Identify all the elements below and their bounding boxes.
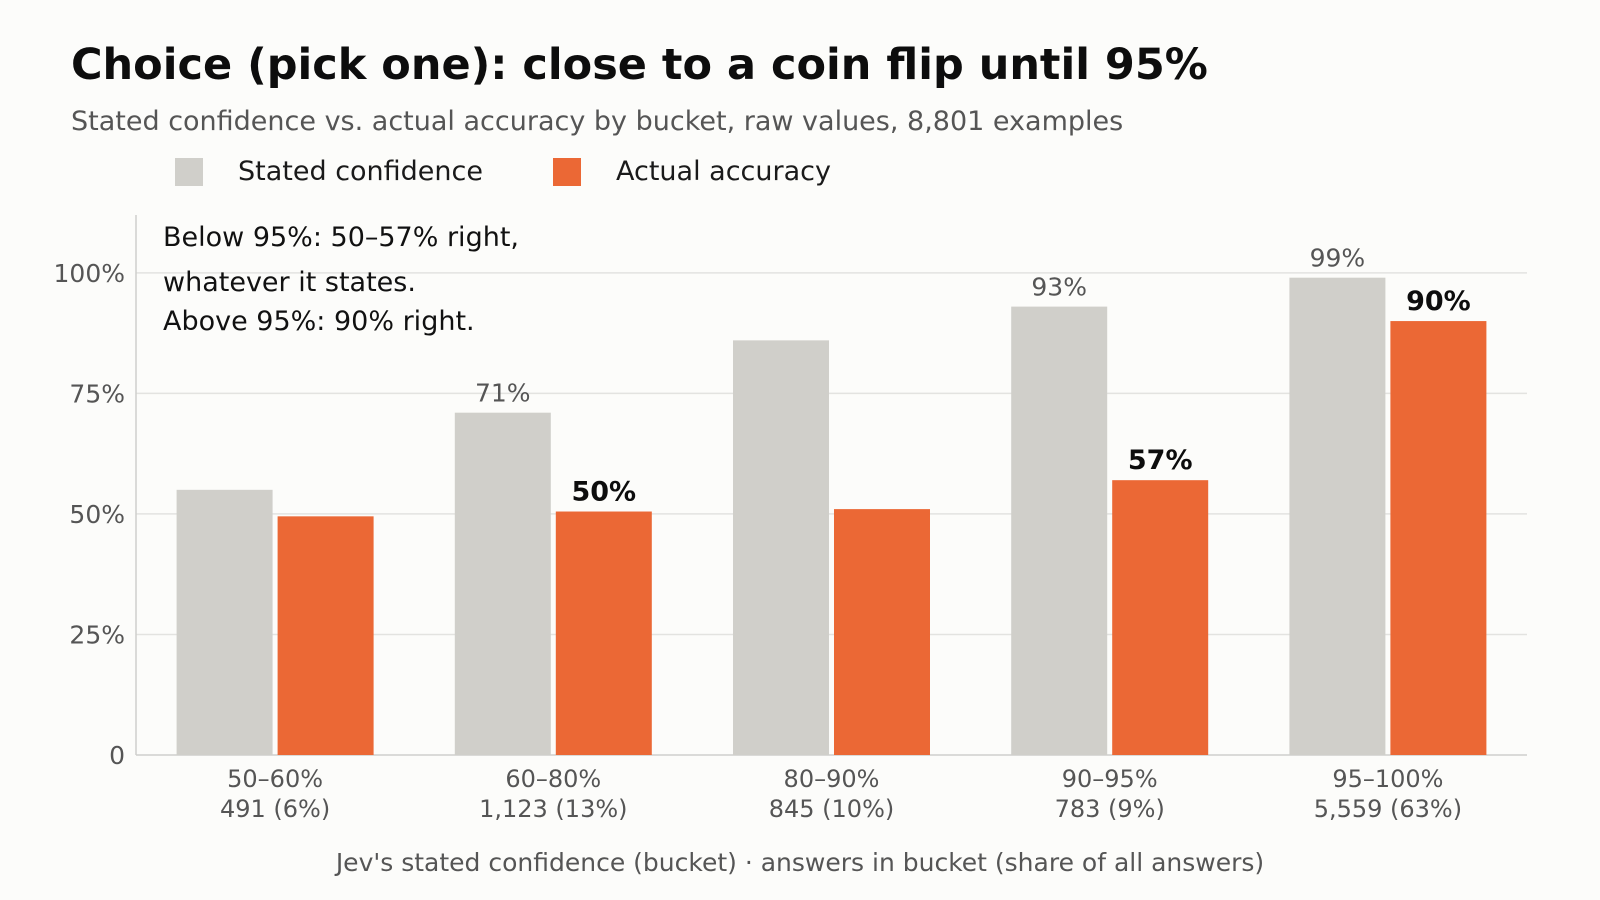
x-tick-count: 783 (9%) (1055, 795, 1165, 823)
bar-stated-confidence (733, 340, 829, 755)
x-tick-count: 1,123 (13%) (479, 795, 627, 823)
x-tick-count: 5,559 (63%) (1314, 795, 1462, 823)
bar-stated-confidence (176, 489, 273, 755)
bar-stated-confidence (1011, 306, 1108, 755)
x-tick-count: 845 (10%) (769, 795, 895, 823)
x-tick-label: 90–95% (1062, 765, 1158, 793)
legend: Stated confidence Actual accuracy (175, 156, 901, 187)
x-tick-label: 60–80% (505, 765, 601, 793)
annotation-line-2: whatever it states. (163, 267, 416, 298)
legend-label-actual: Actual accuracy (616, 156, 831, 187)
bar-actual-accuracy (277, 516, 374, 755)
data-label-stated: 99% (1310, 244, 1366, 273)
bar-actual-accuracy (1112, 480, 1209, 755)
legend-item-stated: Stated confidence (175, 156, 483, 187)
legend-swatch-actual (553, 157, 581, 186)
data-label-stated: 93% (1031, 273, 1087, 302)
bar-stated-confidence (1289, 277, 1386, 755)
y-tick-label: 0 (109, 741, 125, 770)
bar-actual-accuracy (1390, 321, 1487, 755)
x-tick-label: 50–60% (227, 765, 323, 793)
chart-subtitle: Stated confidence vs. actual accuracy by… (71, 106, 1124, 137)
legend-label-stated: Stated confidence (238, 156, 483, 187)
annotation-line-1: Below 95%: 50–57% right, (163, 222, 519, 253)
x-axis-title: Jev's stated confidence (bucket) · answe… (335, 848, 1265, 877)
data-label-actual: 50% (571, 477, 636, 508)
legend-swatch-stated (175, 157, 203, 186)
x-tick-label: 95–100% (1332, 765, 1443, 793)
data-label-actual: 57% (1128, 445, 1193, 476)
data-label-stated: 71% (475, 379, 531, 408)
chart-title: Choice (pick one): close to a coin flip … (71, 40, 1208, 90)
y-tick-label: 100% (54, 259, 125, 288)
bar-actual-accuracy (834, 509, 930, 755)
x-tick-label: 80–90% (784, 765, 880, 793)
y-tick-label: 75% (69, 379, 125, 408)
annotation-line-3: Above 95%: 90% right. (163, 306, 475, 337)
y-tick-label: 50% (69, 500, 125, 529)
bar-stated-confidence (454, 412, 551, 755)
legend-item-actual: Actual accuracy (553, 156, 831, 187)
data-label-actual: 90% (1406, 286, 1471, 317)
bar-actual-accuracy (555, 511, 652, 755)
y-tick-label: 25% (69, 620, 125, 649)
x-tick-count: 491 (6%) (220, 795, 330, 823)
